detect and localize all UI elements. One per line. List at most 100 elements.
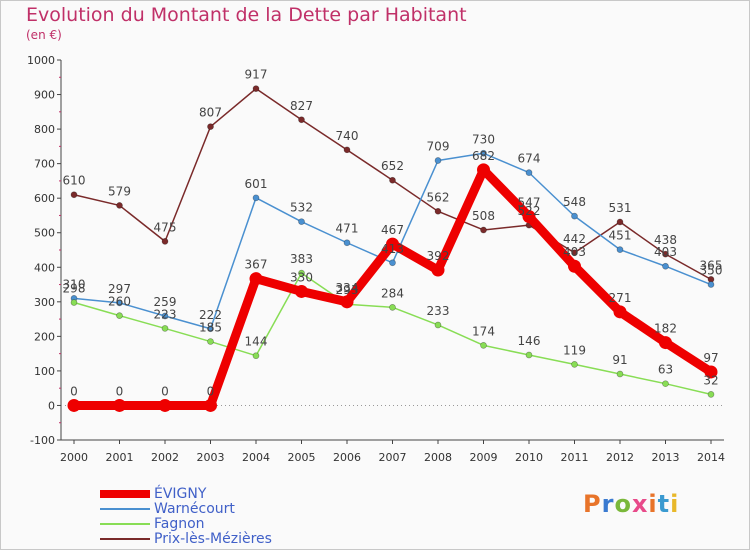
data-label: 334: [336, 281, 359, 295]
data-point: [207, 325, 214, 333]
data-point: [707, 281, 715, 288]
data-label: 259: [154, 295, 177, 309]
data-point: [525, 351, 533, 359]
chart-subtitle: (en €): [26, 28, 62, 42]
data-label: 97: [703, 351, 718, 365]
data-point: [70, 299, 78, 306]
data-label: 0: [116, 384, 124, 398]
y-tick-label: 100: [34, 365, 55, 378]
logo-letter: i: [648, 490, 658, 518]
data-point: [480, 341, 487, 349]
y-tick-label: 200: [34, 330, 55, 343]
data-point: [659, 336, 672, 350]
data-label: 174: [472, 324, 495, 338]
x-tick-label: 2002: [151, 451, 179, 464]
data-label: 32: [703, 373, 718, 387]
data-point: [67, 398, 81, 412]
data-label: 392: [427, 249, 450, 263]
y-tick-label: 500: [34, 227, 55, 240]
data-point: [434, 207, 442, 215]
data-label: 0: [161, 384, 169, 398]
data-label: 271: [609, 291, 632, 305]
data-point: [295, 284, 308, 298]
data-label: 522: [518, 204, 541, 218]
data-label: 284: [381, 286, 404, 300]
data-label: 442: [563, 232, 586, 246]
data-point: [525, 169, 533, 176]
data-point: [480, 149, 487, 157]
data-point: [431, 263, 445, 277]
data-label: 467: [381, 223, 404, 237]
data-label: 310: [63, 277, 86, 291]
legend-item-fagnon: Fagnon: [100, 515, 205, 532]
data-label: 293: [336, 283, 359, 297]
data-point: [662, 262, 669, 270]
legend-label-fagnon: Fagnon: [154, 515, 205, 532]
data-point: [70, 191, 78, 199]
data-label: 185: [199, 321, 222, 335]
data-label: 365: [700, 258, 723, 272]
data-label: 223: [154, 307, 177, 321]
data-point: [161, 312, 169, 320]
y-tick-label: 600: [34, 192, 55, 205]
data-point: [343, 146, 351, 154]
data-point: [298, 116, 305, 124]
x-tick-label: 2009: [470, 451, 498, 464]
legend-item-warnecourt: Warnécourt: [100, 501, 235, 517]
x-tick-label: 2014: [697, 451, 725, 464]
data-point: [252, 352, 260, 360]
data-label: 601: [245, 177, 268, 191]
data-label: 0: [70, 384, 78, 398]
data-point: [343, 239, 351, 247]
legend-item-prix-les-mezieres: Prix-lès-Mézières: [100, 530, 272, 547]
data-label: 297: [108, 282, 131, 296]
data-label: 63: [658, 363, 673, 377]
logo-letter: t: [657, 490, 671, 518]
data-label: 579: [108, 184, 131, 198]
data-label: 383: [290, 252, 313, 266]
data-label: 330: [290, 270, 313, 284]
data-point: [522, 209, 536, 223]
data-point: [480, 226, 487, 234]
data-point: [386, 237, 399, 251]
data-point: [340, 295, 354, 309]
data-point: [568, 259, 581, 273]
data-label: 222: [199, 308, 222, 322]
data-point: [616, 246, 624, 254]
data-point: [662, 250, 669, 258]
data-point: [207, 123, 214, 131]
logo-letter: x: [631, 490, 649, 518]
data-point: [613, 305, 627, 319]
data-point: [158, 398, 172, 412]
data-label: 562: [427, 190, 450, 204]
data-point: [616, 370, 624, 378]
data-point: [249, 272, 263, 286]
data-label: 674: [518, 152, 541, 166]
x-tick-label: 2010: [515, 451, 543, 464]
data-point: [207, 338, 214, 345]
data-label: 531: [609, 201, 632, 215]
y-tick-label: -100: [30, 434, 55, 447]
data-label: 471: [336, 222, 359, 236]
data-point: [161, 325, 169, 332]
data-point: [116, 202, 123, 209]
data-label: 451: [609, 229, 632, 243]
data-label: 730: [472, 132, 495, 146]
data-label: 709: [427, 140, 450, 154]
logo-letter: r: [601, 490, 615, 518]
legend-item-evigny: ÉVIGNY: [100, 486, 206, 502]
legend-label-prix-les-mezieres: Prix-lès-Mézières: [154, 530, 272, 547]
legend-swatch-evigny: [100, 489, 150, 498]
data-point: [161, 238, 169, 245]
data-label: 475: [154, 220, 177, 234]
y-tick-label: 300: [34, 296, 55, 309]
data-point: [616, 218, 624, 226]
data-point: [389, 259, 396, 267]
data-label: 652: [381, 159, 404, 173]
y-tick-label: 400: [34, 261, 55, 274]
data-point: [116, 299, 123, 307]
data-label: 532: [290, 201, 313, 215]
data-point: [571, 360, 578, 368]
data-label: 298: [63, 282, 86, 296]
